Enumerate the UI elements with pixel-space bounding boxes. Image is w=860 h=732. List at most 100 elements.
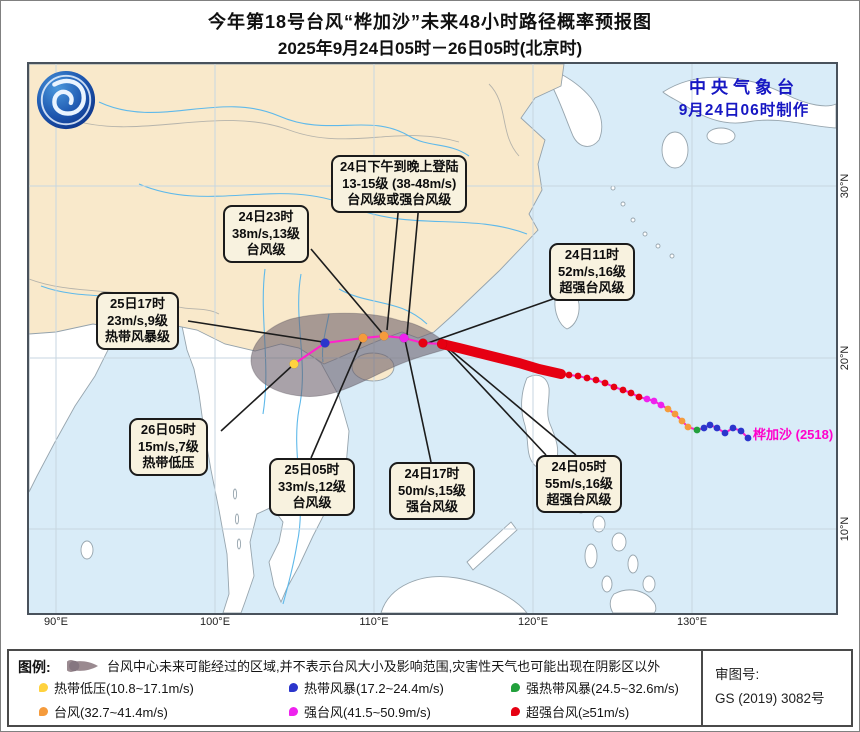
callout-line: 23m/s,9级 <box>107 312 168 328</box>
lon-tick-label: 130°E <box>676 616 708 628</box>
andaman-1 <box>232 488 238 500</box>
legend-item-label: 强台风(41.5~50.9m/s) <box>304 705 431 720</box>
mindanao <box>609 589 657 613</box>
history-track-dot <box>744 434 752 442</box>
callout-line: 13-15级 (38-48m/s) <box>342 175 457 191</box>
history-track-dot <box>721 429 729 437</box>
history-track-dot <box>664 405 672 413</box>
history-track-dot <box>574 372 582 380</box>
legend-item: 强热带风暴(24.5~32.6m/s) <box>511 678 711 697</box>
legend-item-label: 强热带风暴(24.5~32.6m/s) <box>526 681 679 696</box>
legend-title: 图例: <box>18 659 51 675</box>
legend-marker-ty <box>39 707 48 716</box>
callout-26d05h: 26日05时 15m/s,7级 热带低压 <box>129 418 208 476</box>
legend-item: 超强台风(≥51m/s) <box>511 702 711 721</box>
lon-tick-label: 100°E <box>199 616 231 628</box>
callout-line: 52m/s,16级 <box>558 263 626 279</box>
japan-shikoku <box>706 127 736 145</box>
leader-line <box>187 320 324 343</box>
review-value: GS (2019) 3082号 <box>715 691 825 707</box>
leader-line <box>310 248 383 334</box>
leader-line-layer <box>187 202 577 463</box>
callout-24d17h: 24日17时 50m/s,15级 强台风级 <box>389 462 475 520</box>
cone-legend-text: 台风中心未来可能经过的区域,并不表示台风大小及影响范围,灾害性天气也可能出现在阴… <box>107 659 661 674</box>
map-review-number: 审图号: GS (2019) 3082号 <box>715 663 825 712</box>
callout-25d05h: 25日05时 33m/s,12级 台风级 <box>269 458 355 516</box>
forecast-track-dot <box>379 331 389 341</box>
page-subtitle: 2025年9月24日05时－26日05时(北京时) <box>277 39 583 58</box>
callout-line: 24日23时 <box>238 209 294 224</box>
leader-line <box>406 202 420 336</box>
callout-line: 25日17时 <box>110 296 165 311</box>
legend-items: 热带低压(10.8~17.1m/s) 热带风暴(17.2~24.4m/s) 强热带风… <box>39 678 711 721</box>
leader-line <box>220 364 294 432</box>
history-track-dot <box>592 376 600 384</box>
callout-line: 25日05时 <box>284 462 340 477</box>
ryukyu-islands <box>610 185 675 259</box>
history-track-dot <box>650 397 658 405</box>
lon-tick-label: 120°E <box>517 616 549 628</box>
forecast-track-dot <box>358 333 368 343</box>
lat-tick-label: 30°N <box>839 173 851 199</box>
callout-line: 强台风级 <box>405 499 458 515</box>
callout-line: 24日11时 <box>564 247 620 262</box>
legend-item: 台风(32.7~41.4m/s) <box>39 702 289 721</box>
legend-item-label: 超强台风(≥51m/s) <box>526 705 630 720</box>
legend-box: 图例: 台风中心未来可能经过的区域,并不表示台风大小及影响范围,灾害性天气也可能… <box>7 649 853 727</box>
callout-24d23h: 24日23时 38m/s,13级 台风级 <box>223 205 309 263</box>
forecast-track-dot <box>399 333 409 343</box>
history-track-dot <box>610 383 618 391</box>
history-track-dot <box>684 423 692 431</box>
palawan <box>466 521 518 571</box>
leader-line <box>443 345 547 456</box>
callout-25d17h: 25日17时 23m/s,9级 热带风暴级 <box>96 292 180 350</box>
callout-line: 38m/s,13级 <box>232 225 300 241</box>
callout-line: 24日下午到晚上登陆 <box>340 159 459 174</box>
history-track-dot <box>601 379 609 387</box>
japan-kyushu <box>661 131 689 169</box>
callout-24d11h: 24日11时 52m/s,16级 超强台风级 <box>549 243 635 301</box>
legend-item: 热带风暴(17.2~24.4m/s) <box>289 678 511 697</box>
lat-tick-label: 20°N <box>839 345 851 371</box>
korea-peninsula <box>552 71 603 147</box>
latitude-axis: 30°N 20°N 10°N <box>837 64 859 613</box>
forecast-cone <box>250 312 450 398</box>
forecast-map: 桦加沙 (2518) 24日下午到晚上登陆 13-15级 (38-48m/s) 台风… <box>27 62 838 615</box>
grid-layer <box>29 64 836 613</box>
history-track-dot <box>713 424 721 432</box>
callout-line: 台风级或强台风级 <box>347 192 452 208</box>
callout-line: 50m/s,15级 <box>398 482 466 498</box>
forecast-track-dot <box>320 338 330 348</box>
philippine-islands <box>559 473 656 593</box>
japan-honshu <box>662 76 836 129</box>
longitude-axis: 90°E 100°E 110°E 120°E 130°E <box>29 616 836 632</box>
callout-line: 热带低压 <box>142 455 195 471</box>
history-track-dot <box>737 427 745 435</box>
callout-line: 热带风暴级 <box>105 329 171 345</box>
forecast-track-dot <box>418 338 428 348</box>
legend-marker-sty <box>289 707 298 716</box>
agency-issue-time: 9月24日06时制作 <box>678 102 810 119</box>
legend-item-label: 热带风暴(17.2~24.4m/s) <box>304 681 444 696</box>
history-track-dot <box>619 386 627 394</box>
lon-tick-label: 110°E <box>359 616 389 628</box>
callout-24d05h: 24日05时 55m/s,16级 超强台风级 <box>536 455 622 513</box>
callout-line: 15m/s,7级 <box>138 438 199 454</box>
page-title: 今年第18号台风“桦加沙”未来48小时路径概率预报图 <box>207 12 653 32</box>
storm-name-label: 桦加沙 (2518) <box>753 427 834 442</box>
legend-marker-sup <box>511 707 520 716</box>
forecast-track-dot <box>289 359 299 369</box>
cma-logo <box>36 70 96 130</box>
borneo <box>380 576 528 613</box>
history-track-dot <box>678 417 686 425</box>
callout-line: 超强台风级 <box>546 492 612 508</box>
callout-line: 33m/s,12级 <box>278 478 346 494</box>
leader-line <box>310 339 363 459</box>
leader-line <box>404 339 432 463</box>
history-track-dot <box>565 371 573 379</box>
callout-line: 超强台风级 <box>559 280 625 296</box>
legend-item: 强台风(41.5~50.9m/s) <box>289 702 511 721</box>
history-track-dot <box>729 424 737 432</box>
callout-landfall-24: 24日下午到晚上登陆 13-15级 (38-48m/s) 台风级或强台风级 <box>331 155 468 213</box>
